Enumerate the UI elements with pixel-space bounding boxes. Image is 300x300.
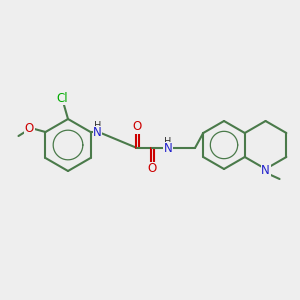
Text: H: H [164,137,172,147]
Text: N: N [164,142,172,155]
Text: O: O [147,163,157,176]
Text: Cl: Cl [56,92,68,104]
Text: O: O [132,121,142,134]
Text: O: O [25,122,34,136]
Text: N: N [93,127,102,140]
Text: H: H [94,121,101,131]
Text: N: N [261,164,270,178]
